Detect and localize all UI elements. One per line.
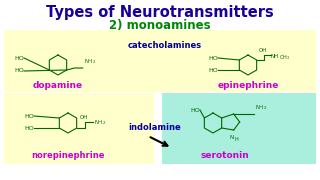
FancyBboxPatch shape (4, 93, 154, 164)
Text: HO: HO (24, 125, 34, 130)
Text: norepinephrine: norepinephrine (31, 151, 105, 160)
Text: catecholamines: catecholamines (128, 42, 202, 51)
FancyBboxPatch shape (4, 30, 316, 92)
Text: NH$_2$: NH$_2$ (84, 57, 96, 66)
Text: HO: HO (14, 69, 24, 73)
Text: dopamine: dopamine (33, 81, 83, 90)
Text: OH: OH (79, 115, 88, 120)
Text: Types of Neurotransmitters: Types of Neurotransmitters (46, 5, 274, 20)
Text: NH: NH (271, 53, 279, 59)
Text: OH: OH (259, 48, 267, 53)
Text: indolamine: indolamine (129, 123, 181, 132)
Text: H: H (235, 137, 238, 142)
Text: HO: HO (208, 68, 218, 73)
Text: HO: HO (14, 55, 24, 60)
Text: CH$_3$: CH$_3$ (279, 54, 290, 62)
Text: serotonin: serotonin (201, 151, 249, 160)
Text: HO: HO (190, 107, 200, 112)
Text: NH$_2$: NH$_2$ (255, 103, 267, 112)
Text: NH$_2$: NH$_2$ (94, 119, 106, 127)
Text: 2) monoamines: 2) monoamines (109, 19, 211, 32)
FancyBboxPatch shape (162, 93, 316, 164)
Text: HO: HO (208, 55, 218, 60)
Text: HO: HO (24, 114, 34, 118)
Text: epinephrine: epinephrine (217, 81, 279, 90)
Text: N: N (229, 135, 234, 140)
